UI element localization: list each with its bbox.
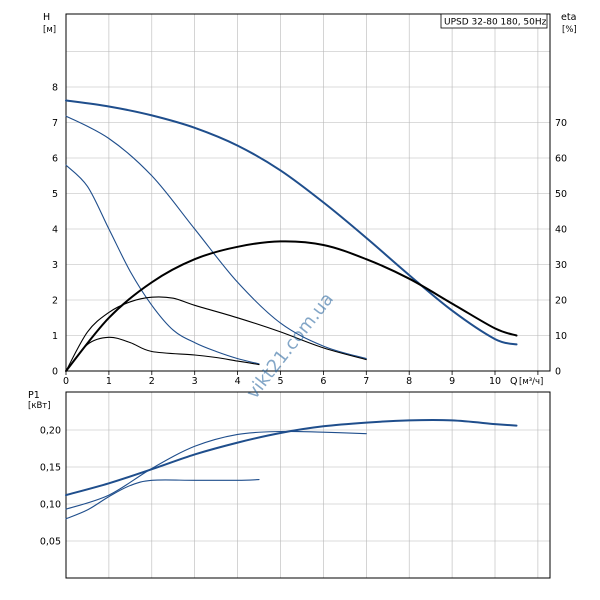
y-right-axis-label: eta [561,12,576,23]
tick-labels: 0 1 2 3 4 5 6 7 8 9 10 0 1 2 3 4 5 6 7 8 0 10 20 30 40 50 60 70 0,05… [40,83,567,548]
x-axis-label: Q [510,376,517,387]
y-right-axis-unit: [%] [562,25,577,35]
x-tick-label: 10 [489,376,501,387]
power-tick-label: 0,05 [40,537,61,548]
x-tick-label: 4 [235,376,241,387]
bottom-chart-frame [65,391,551,579]
y-left-tick-label: 5 [52,189,58,200]
top-chart-border [65,13,551,372]
power-curve [65,430,367,510]
x-tick-label: 2 [149,376,155,387]
y-left-axis-label: H [43,12,50,23]
x-tick-label: 9 [449,376,455,387]
y-left-tick-label: 2 [52,296,58,307]
y-left-tick-label: 4 [52,225,58,236]
y-left-tick-label: 0 [52,367,58,378]
chart-title-box [440,13,548,29]
y-right-tick-label: 30 [555,260,567,271]
y-right-tick-label: 10 [555,331,567,342]
bottom-chart-series [65,419,518,520]
y-right-tick-label: 40 [555,225,567,236]
power-curve [65,479,260,520]
y-right-tick-label: 70 [555,118,567,129]
top-chart-frame [65,13,551,375]
x-tick-label: 8 [406,376,412,387]
power-tick-label: 0,15 [40,463,61,474]
bottom-chart-border [65,391,551,579]
head-curve [65,164,260,365]
x-tick-label: 5 [277,376,283,387]
y-right-tick-label: 60 [555,154,567,165]
power-tick-label: 0,10 [40,500,61,511]
head-curve [65,99,518,346]
bottom-chart-grid [66,392,550,578]
x-tick-label: 6 [320,376,326,387]
y-left-tick-label: 3 [52,260,58,271]
y-left-tick-label: 1 [52,331,58,342]
x-axis-unit: [м³/ч] [519,377,543,387]
power-axis-label: P1 [28,390,40,401]
power-tick-label: 0,20 [40,426,61,437]
x-tick-label: 7 [363,376,369,387]
y-left-tick-label: 6 [52,154,58,165]
efficiency-curve [65,296,367,372]
chart-title: UPSD 32-80 180, 50Hz [444,18,547,28]
y-right-tick-label: 20 [555,296,567,307]
y-left-tick-label: 8 [52,83,58,94]
x-tick-label: 3 [192,376,198,387]
top-chart-grid [66,14,550,371]
top-chart-series [65,99,518,372]
power-axis-unit: [кВт] [28,401,51,411]
efficiency-curve [65,336,260,372]
y-left-axis-unit: [м] [43,25,56,35]
y-right-tick-label: 0 [555,367,561,378]
y-left-tick-label: 7 [52,118,58,129]
x-tick-label: 0 [63,376,69,387]
efficiency-curve [65,240,518,372]
y-right-tick-label: 50 [555,189,567,200]
x-tick-label: 1 [106,376,112,387]
